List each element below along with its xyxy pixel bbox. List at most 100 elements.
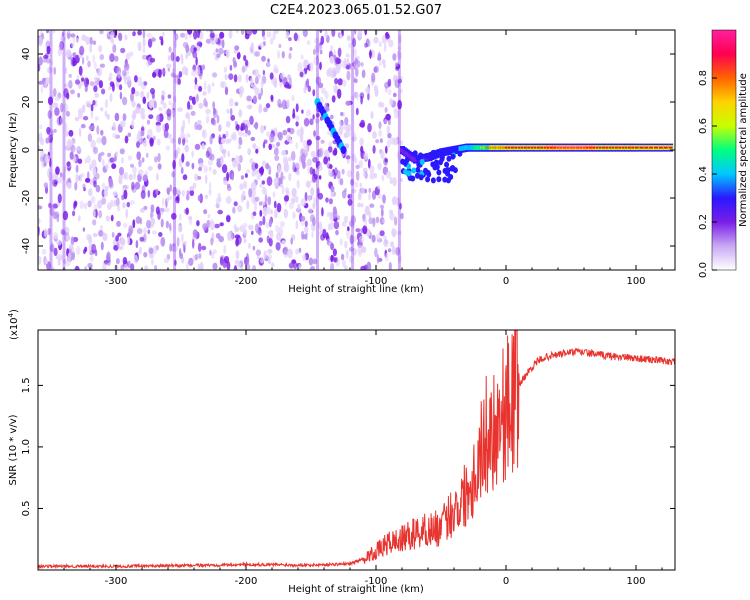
spectrogram-noise-cell <box>371 112 374 119</box>
spectrogram-signal-core <box>563 146 567 149</box>
spectrogram-noise-cell <box>67 182 72 190</box>
spectrogram-noise-cell <box>300 153 306 164</box>
spectrogram-noise-cell <box>157 210 161 220</box>
spectrogram-noise-cell <box>340 253 345 261</box>
spectrogram-noise-cell <box>241 30 244 36</box>
spectrogram-noise-cell <box>286 99 290 109</box>
snr-y-multiplier: (x104) <box>7 309 20 340</box>
spectrogram-noise-cell <box>75 164 79 173</box>
spectrogram-noise-cell <box>226 261 231 270</box>
spectrogram-noise-cell <box>346 35 351 42</box>
spectrogram-noise-cell <box>89 81 95 87</box>
spectrogram-noise-cell <box>192 50 198 59</box>
spectrogram-noise-cell <box>112 121 116 132</box>
spectrogram-noise-cell <box>237 205 243 213</box>
spectrogram-noise-cell <box>76 75 80 80</box>
spectrogram-noise-cell <box>158 106 163 112</box>
spectrogram-noise-cell <box>352 37 356 48</box>
spectrogram-noise-cell <box>150 204 155 214</box>
spectrogram-noise-cell <box>95 208 98 219</box>
spectrogram-noise-cell <box>276 141 281 147</box>
spectrogram-noise-cell <box>225 195 232 205</box>
spectrogram-noise-cell <box>259 183 263 189</box>
spectrogram-noise-cell <box>359 122 365 128</box>
spectrogram-noise-cell <box>233 60 238 68</box>
spectrogram-noise-cell <box>137 30 142 36</box>
spectrogram-noise-cell <box>120 120 126 128</box>
spectrogram-noise-cell <box>183 240 187 246</box>
spectrogram-noise-cell <box>103 189 108 197</box>
spectrogram-noise-cell <box>122 113 127 122</box>
spectrogram-scatter-cell <box>425 176 431 183</box>
colorbar-tick-label: 0.4 <box>698 166 709 182</box>
spectrogram-noise-cell <box>92 54 95 64</box>
spectrogram-noise-cell <box>362 172 366 177</box>
spectrogram-noise-cell <box>122 69 127 77</box>
spectrogram-noise-cell <box>220 158 224 165</box>
spectrogram-noise-cell <box>158 68 162 78</box>
spectrogram-noise-cell <box>178 71 183 78</box>
spectrogram-noise-cell <box>319 116 324 121</box>
spectrogram-noise-cell <box>397 79 403 84</box>
spectrogram-noise-cell <box>199 42 203 48</box>
spectrogram-noise-cell <box>128 173 133 181</box>
spectrogram-noise-cell <box>268 165 272 175</box>
spectrogram-noise-cell <box>254 51 261 57</box>
spectrogram-noise-cell <box>74 182 78 191</box>
spectrogram-noise-cell <box>222 134 227 139</box>
spectrogram-noise-cell <box>47 110 52 119</box>
spectrogram-noise-cell <box>72 52 77 58</box>
spectrogram-noise-cell <box>365 86 371 94</box>
spectrogram-noise-cell <box>170 72 176 78</box>
spectrogram-noise-cell <box>356 92 359 101</box>
spectrogram-noise-cell <box>110 31 115 39</box>
spectrogram-noise-cell <box>294 167 297 173</box>
spectrogram-noise-cell <box>198 85 203 92</box>
spectrogram-noise-cell <box>310 150 316 158</box>
spectrogram-noise-cell <box>308 257 314 266</box>
spectrogram-noise-cell <box>43 182 49 189</box>
spectrogram-scatter-cell <box>450 153 456 160</box>
spectrogram-noise-cell <box>301 109 304 114</box>
spectrogram-noise-cell <box>185 193 190 201</box>
spectrogram-noise-cell <box>140 112 146 120</box>
spectrogram-noise-cell <box>318 147 324 158</box>
spectrogram-noise-cell <box>224 138 231 145</box>
spectrogram-noise-cell <box>358 159 364 169</box>
spectrogram-noise-cell <box>129 200 135 205</box>
spectrogram-noise-cell <box>302 30 308 38</box>
spectrogram-noise-cell <box>127 132 132 138</box>
spectrogram-noise-cell <box>375 216 380 224</box>
spectrogram-noise-cell <box>333 147 338 156</box>
spectrogram-noise-cell <box>72 60 78 66</box>
spectrogram-noise-cell <box>129 51 134 57</box>
spectrogram-signal-core <box>517 146 522 149</box>
spectrogram-noise-cell <box>46 126 51 135</box>
spectrogram-noise-cell <box>236 30 239 34</box>
spectrogram-noise-cell <box>399 140 404 146</box>
spectrogram-noise-cell <box>130 92 134 103</box>
spectrogram-noise-cell <box>249 158 254 164</box>
spectrogram-noise-cell <box>160 218 164 228</box>
spectrogram-noise-cell <box>262 35 266 41</box>
spectrogram-noise-cell <box>233 49 239 54</box>
spectrogram-noise-cell <box>391 245 396 256</box>
spectrogram-noise-cell <box>255 148 259 154</box>
spectrogram-noise-cell <box>330 114 334 120</box>
spectrogram-signal-core <box>546 146 551 149</box>
spectrogram-noise-cell <box>380 150 385 160</box>
spectrogram-noise-cell <box>232 206 236 214</box>
spectrogram-noise-cell <box>292 161 296 167</box>
spectrogram-noise-cell <box>160 236 166 247</box>
spectrogram-noise-cell <box>149 138 154 147</box>
spectrogram-noise-cell <box>400 88 403 94</box>
spectrogram-noise-cell <box>306 139 312 146</box>
spectrogram-noise-cell <box>131 87 136 95</box>
spectrogram-noise-cell <box>328 198 333 205</box>
spectrogram-noise-cell <box>205 115 210 124</box>
spectrogram-noise-cell <box>136 228 143 235</box>
spectrogram-noise-cell <box>253 69 259 77</box>
spectrogram-noise-cell <box>187 116 191 124</box>
spectrogram-noise-cell <box>126 69 129 76</box>
spectrogram-noise-cell <box>100 107 104 112</box>
